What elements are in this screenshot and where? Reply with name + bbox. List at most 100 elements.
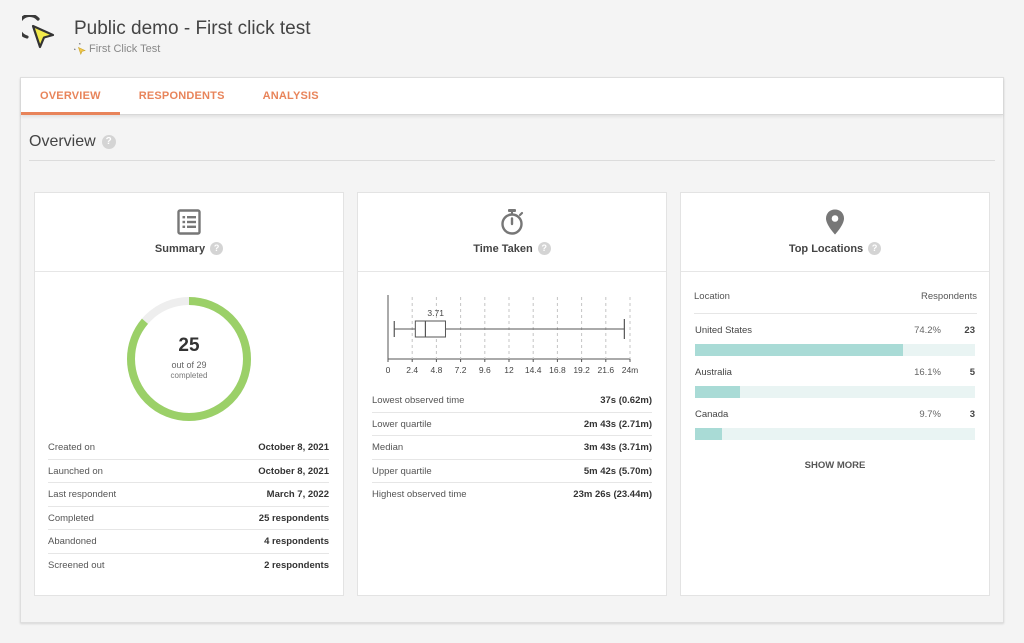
detail-label: Upper quartile (372, 465, 432, 477)
location-bar-fill (695, 428, 723, 440)
location-column-header: Location (694, 291, 730, 302)
tab-overview[interactable]: OVERVIEW (21, 78, 120, 115)
tab-bar: OVERVIEW RESPONDENTS ANALYSIS (21, 78, 1003, 115)
page-header: Public demo - First click test First Cli… (22, 14, 311, 58)
ring-progress (127, 297, 251, 421)
x-tick-label: 24m (622, 365, 639, 375)
detail-label: Highest observed time (372, 489, 467, 501)
section-heading: Overview ? (29, 133, 116, 151)
time-boxplot-chart: 0 2.4 4.8 7.2 9.6 12 14.4 16.8 19.2 21.6 24m 3.71 (386, 295, 639, 375)
completed-count: 25 (178, 335, 200, 356)
detail-row: Lower quartile 2m 43s (2.71m) (372, 413, 652, 437)
top-locations-card-header: Top Locations ? (681, 193, 989, 272)
detail-value: March 7, 2022 (266, 489, 329, 501)
location-bar-fill (695, 344, 903, 356)
time-taken-card: Time Taken ? 0 2.4 4.8 7.2 9.6 12 14.4 16.8 19.2… (357, 192, 667, 596)
detail-label: Lower quartile (372, 418, 432, 430)
detail-value: October 8, 2021 (258, 465, 329, 477)
location-count: 5 (969, 367, 975, 378)
summary-help-icon[interactable]: ? (210, 242, 224, 255)
tab-analysis[interactable]: ANALYSIS (262, 90, 319, 102)
median-label: 3.71 (427, 308, 444, 318)
completion-ring: 25 out of 29 completed (125, 295, 253, 423)
x-tick-label: 19.2 (573, 365, 590, 375)
locations-table-header: Location Respondents (694, 291, 977, 314)
results-panel: OVERVIEW RESPONDENTS ANALYSIS Overview ?… (20, 77, 1004, 623)
detail-value: 3m 43s (3.71m) (583, 442, 652, 454)
location-name: United States (695, 325, 753, 336)
detail-label: Median (372, 442, 404, 454)
detail-value: 25 respondents (258, 512, 329, 524)
x-tick-label: 7.2 (455, 365, 467, 375)
detail-label: Completed (48, 512, 94, 524)
detail-label: Created on (48, 442, 96, 453)
detail-row: Abandoned 4 respondents (48, 530, 329, 554)
detail-value: 37s (0.62m) (600, 395, 652, 406)
tab-respondents[interactable]: RESPONDENTS (138, 90, 225, 102)
first-click-icon (74, 43, 86, 55)
detail-row: Launched on October 8, 2021 (48, 460, 329, 484)
time-taken-help-icon[interactable]: ? (537, 242, 551, 255)
location-pin-icon (826, 209, 844, 235)
time-taken-card-header: Time Taken ? (358, 193, 666, 272)
detail-row: Completed 25 respondents (48, 507, 329, 531)
x-tick-label: 12 (504, 365, 514, 375)
x-tick-label: 2.4 (406, 365, 418, 375)
location-row: United States 74.2% 23 (695, 324, 975, 356)
iqr-box (414, 320, 446, 338)
location-bar-fill (695, 386, 741, 398)
completion-ring-chart (127, 297, 251, 421)
completed-label: completed (170, 371, 208, 380)
detail-value: October 8, 2021 (258, 442, 329, 453)
summary-title: Summary (154, 242, 206, 255)
x-tick-label: 14.4 (525, 365, 542, 375)
stopwatch-icon (501, 209, 524, 235)
section-title: Overview (29, 133, 96, 150)
location-name: Australia (695, 367, 732, 378)
detail-row: Screened out 2 respondents (48, 554, 329, 578)
detail-value: 23m 26s (23.44m) (573, 489, 652, 501)
x-tick-label: 21.6 (598, 365, 615, 375)
summary-card-header: Summary ? (35, 193, 343, 272)
top-locations-help-icon[interactable]: ? (868, 242, 882, 255)
cursor-logo-icon (22, 15, 55, 49)
location-percent: 9.7% (919, 409, 941, 420)
top-locations-title: Top Locations (788, 242, 864, 255)
detail-value: 2m 43s (2.71m) (583, 418, 652, 430)
location-bar-track (695, 386, 975, 398)
detail-row: Median 3m 43s (3.71m) (372, 436, 652, 460)
respondents-column-header: Respondents (921, 291, 977, 302)
show-more-button[interactable]: SHOW MORE (804, 460, 866, 471)
time-taken-title: Time Taken (473, 242, 533, 255)
location-count: 23 (964, 325, 975, 336)
page-title: Public demo - First click test (74, 18, 311, 39)
detail-row: Highest observed time 23m 26s (23.44m) (372, 483, 652, 507)
location-bar-track (695, 428, 975, 440)
help-icon[interactable]: ? (101, 135, 116, 149)
detail-row: Created on October 8, 2021 (48, 436, 329, 460)
location-bar-track (695, 344, 975, 356)
location-percent: 16.1% (914, 367, 941, 378)
detail-value: 4 respondents (264, 536, 329, 548)
section-divider (29, 160, 995, 161)
detail-label: Lowest observed time (372, 395, 465, 406)
x-tick-label: 16.8 (549, 365, 566, 375)
top-locations-card: Top Locations ? Location Respondents Uni… (680, 192, 990, 596)
detail-row: Upper quartile 5m 42s (5.70m) (372, 460, 652, 484)
detail-label: Screened out (48, 559, 105, 571)
detail-label: Launched on (48, 465, 103, 477)
x-tick-label: 0 (386, 365, 391, 375)
detail-row: Last respondent March 7, 2022 (48, 483, 329, 507)
detail-row: Lowest observed time 37s (0.62m) (372, 389, 652, 413)
x-tick-label: 9.6 (479, 365, 491, 375)
detail-label: Last respondent (48, 489, 117, 501)
detail-label: Abandoned (48, 536, 97, 548)
location-name: Canada (695, 409, 729, 420)
detail-value: 5m 42s (5.70m) (583, 465, 652, 477)
test-type-text: First Click Test (89, 43, 161, 55)
detail-value: 2 respondents (264, 559, 329, 571)
location-row: Australia 16.1% 5 (695, 366, 975, 398)
location-count: 3 (969, 409, 975, 420)
completed-out-of: out of 29 (171, 360, 207, 370)
location-percent: 74.2% (914, 325, 941, 336)
